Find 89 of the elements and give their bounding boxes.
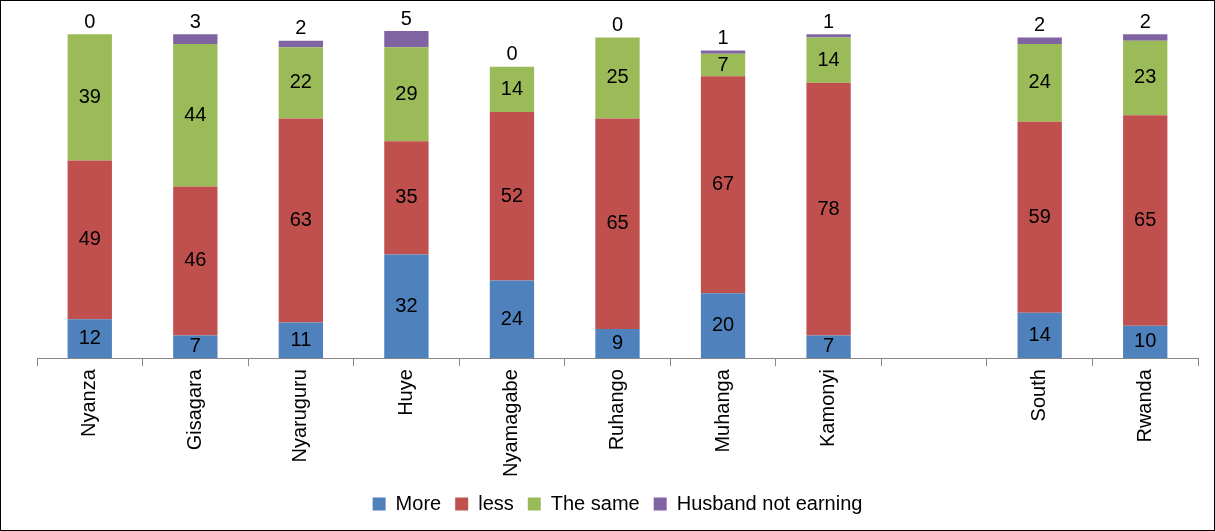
x-tick-label: Rwanda (1132, 368, 1155, 443)
data-label: 14 (817, 47, 840, 70)
x-tick-label: South (1027, 369, 1050, 422)
bar (1017, 37, 1062, 44)
data-label: 20 (711, 313, 735, 336)
data-label: 65 (1134, 208, 1157, 231)
data-label: 29 (395, 81, 418, 104)
data-label: 32 (395, 293, 418, 316)
data-label: 63 (289, 208, 312, 231)
legend-label: More (395, 491, 442, 514)
data-label: 78 (817, 196, 840, 219)
data-label: 9 (611, 331, 624, 354)
data-label: 22 (289, 70, 312, 93)
bar (1017, 121, 1062, 313)
bar (700, 293, 746, 359)
x-tick-label: Ruhango (605, 369, 628, 451)
x-tick-label: Huye (393, 369, 416, 416)
bar (806, 335, 851, 359)
data-label: 2 (1034, 12, 1046, 35)
bar (278, 47, 324, 119)
bar (806, 82, 851, 336)
bar (1123, 115, 1168, 326)
bar (1017, 312, 1062, 359)
bar (384, 47, 429, 142)
bar (700, 53, 746, 77)
bar (384, 31, 429, 48)
data-label: 65 (606, 211, 629, 234)
bar (806, 34, 851, 38)
x-tick-label: Kamonyi (816, 369, 839, 447)
bar (173, 186, 218, 336)
data-label: 0 (506, 42, 518, 65)
data-label: 3 (189, 9, 201, 32)
data-label: 52 (500, 183, 524, 206)
bar (67, 34, 112, 161)
data-label: 7 (823, 334, 835, 357)
bar (67, 160, 112, 320)
bar (278, 40, 324, 48)
data-label: 7 (189, 334, 201, 357)
legend-label: Husband not earning (676, 491, 863, 514)
x-tick-label: Gisagara (182, 368, 205, 451)
data-label: 10 (1134, 329, 1157, 352)
data-label: 67 (711, 172, 735, 195)
bar (384, 141, 429, 255)
data-label: 7 (717, 52, 729, 75)
data-label: 5 (400, 6, 412, 29)
legend-label: The same (550, 491, 640, 514)
x-tick-label: Nyamagabe (499, 369, 522, 477)
bar (173, 34, 218, 44)
data-label: 0 (611, 12, 624, 35)
x-tick-label: Nyaruguru (288, 369, 311, 463)
data-label: 1 (717, 25, 729, 48)
bar (1123, 40, 1168, 116)
data-label: 46 (184, 248, 207, 271)
bar (278, 118, 324, 323)
data-label: 14 (1028, 323, 1051, 345)
bar (595, 118, 640, 330)
bar (595, 37, 640, 119)
bar (700, 50, 746, 54)
bar (595, 329, 640, 359)
bar (806, 37, 851, 83)
bar (67, 319, 112, 359)
data-label: 1 (823, 9, 835, 32)
data-label: 2 (1139, 9, 1151, 32)
legend-label: less (478, 491, 514, 514)
data-label: 14 (500, 76, 524, 99)
data-label: 24 (500, 306, 524, 329)
data-label: 2 (295, 16, 307, 39)
bar (173, 43, 218, 187)
x-tick-label: Nyanza (77, 368, 100, 437)
bar (489, 66, 535, 112)
bar (1123, 34, 1168, 41)
data-label: 49 (78, 227, 101, 250)
data-label: 23 (1134, 65, 1157, 88)
bar (173, 335, 218, 359)
data-label: 44 (184, 102, 207, 125)
data-label: 35 (395, 185, 418, 208)
bar (1017, 43, 1062, 122)
bar (384, 254, 429, 359)
data-label: 59 (1028, 204, 1051, 227)
bar (700, 76, 746, 294)
bar (489, 111, 535, 281)
x-tick-label: Muhanga (710, 368, 733, 453)
data-label: 11 (290, 327, 312, 350)
data-label: 25 (606, 65, 629, 88)
data-label: 0 (84, 9, 96, 32)
bar (489, 280, 535, 359)
data-label: 39 (78, 84, 101, 107)
data-label: 12 (78, 326, 101, 349)
data-label: 24 (1028, 70, 1051, 93)
